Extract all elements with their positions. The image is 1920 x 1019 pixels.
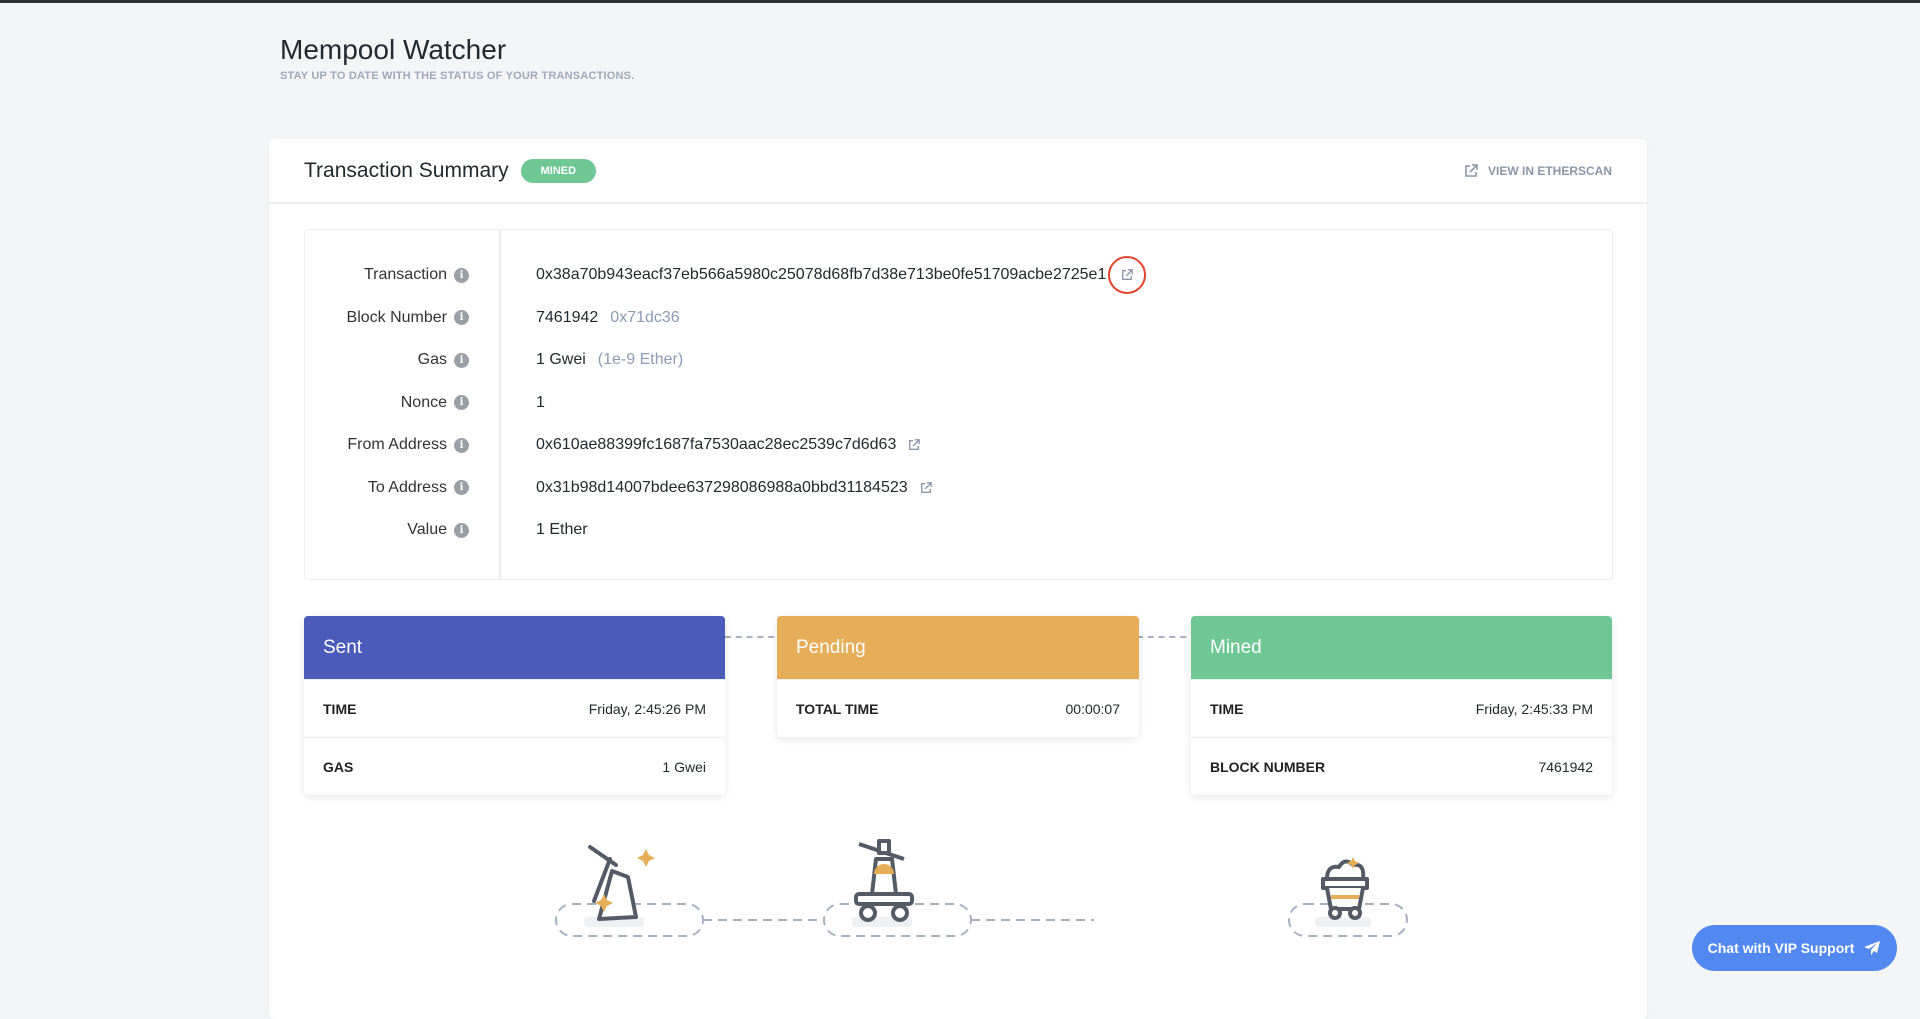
- row-key: TIME: [323, 700, 357, 717]
- detail-value-row: 0x610ae88399fc1687fa7530aac28ec2539c7d6d…: [536, 424, 1146, 467]
- external-link-icon: [1465, 163, 1478, 177]
- page-title: Mempool Watcher: [280, 34, 507, 65]
- detail-extra: (1e-9 Ether): [597, 351, 684, 369]
- stage-row: TOTAL TIME 00:00:07: [777, 679, 1139, 737]
- info-icon[interactable]: i: [454, 480, 469, 496]
- chat-vip-support-button[interactable]: Chat with VIP Support: [1692, 925, 1897, 971]
- detail-label-row: Block Number i: [305, 297, 499, 340]
- row-value: 7461942: [1538, 758, 1593, 775]
- status-badge: MINED: [520, 158, 597, 183]
- row-key: TIME: [1210, 700, 1244, 717]
- info-icon[interactable]: i: [454, 522, 469, 538]
- detail-extra: 0x71dc36: [610, 308, 680, 326]
- pickaxe-rock-icon: [588, 845, 655, 921]
- detail-label: Block Number: [346, 308, 447, 326]
- detail-label-row: To Address i: [305, 467, 499, 510]
- view-in-etherscan-link[interactable]: VIEW IN ETHERSCAN: [1464, 164, 1612, 178]
- connector-pending-mined: [1137, 636, 1197, 638]
- progress-illustration: [555, 839, 1094, 937]
- mine-cart-icon: [1321, 859, 1369, 920]
- detail-value: 7461942: [536, 308, 599, 326]
- stage-card-pending: Pending TOTAL TIME 00:00:07: [777, 616, 1139, 737]
- external-link-icon[interactable]: [1108, 256, 1147, 295]
- stage-card-mined: Mined TIME Friday, 2:45:33 PM BLOCK NUMBE…: [1191, 616, 1612, 795]
- detail-value-row: 1: [536, 382, 1146, 425]
- top-bar: [0, 0, 1920, 3]
- connector-sent-pending: [725, 636, 785, 638]
- detail-label: Value: [407, 521, 447, 539]
- card-header: Transaction Summary MINED VIEW IN ETHERS…: [269, 139, 1647, 204]
- detail-label-row: From Address i: [305, 424, 499, 467]
- transaction-summary-card: Transaction Summary MINED VIEW IN ETHERS…: [269, 139, 1647, 1019]
- stage-header-sent: Sent: [304, 616, 725, 679]
- stage-row: TIME Friday, 2:45:33 PM: [1191, 679, 1612, 737]
- info-icon[interactable]: i: [454, 267, 469, 283]
- stage-header-pending: Pending: [777, 616, 1139, 679]
- bell-cart-icon: [854, 839, 914, 922]
- detail-value: 1 Ether: [536, 521, 588, 539]
- paper-plane-icon: [1864, 941, 1881, 955]
- detail-label-row: Nonce i: [305, 382, 499, 425]
- detail-value-row: 1 Gwei (1e-9 Ether): [536, 339, 1146, 382]
- detail-label: Nonce: [400, 393, 447, 411]
- row-key: TOTAL TIME: [796, 700, 879, 717]
- stage-row: TIME Friday, 2:45:26 PM: [304, 679, 725, 737]
- row-key: BLOCK NUMBER: [1210, 758, 1326, 775]
- external-link-icon[interactable]: [908, 439, 921, 451]
- detail-label-row: Gas i: [305, 339, 499, 382]
- info-icon[interactable]: i: [454, 437, 469, 453]
- row-value: 1 Gwei: [662, 758, 706, 775]
- detail-value-row: 7461942 0x71dc36: [536, 297, 1146, 340]
- detail-value: 1 Gwei: [536, 351, 586, 369]
- detail-value: 0x38a70b943eacf37eb566a5980c25078d68fb7d…: [536, 266, 1107, 284]
- stage-card-sent: Sent TIME Friday, 2:45:26 PM GAS 1 Gwei: [304, 616, 725, 795]
- detail-value: 1: [536, 393, 545, 411]
- detail-label-row: Value i: [305, 509, 499, 552]
- stage-row: BLOCK NUMBER 7461942: [1191, 737, 1612, 795]
- detail-value-row: 0x38a70b943eacf37eb566a5980c25078d68fb7d…: [536, 254, 1147, 297]
- detail-label: Gas: [417, 351, 447, 369]
- stage-header-mined: Mined: [1191, 616, 1612, 679]
- info-icon[interactable]: i: [454, 395, 469, 411]
- detail-label: Transaction: [364, 266, 447, 284]
- row-key: GAS: [323, 758, 354, 775]
- detail-value-row: 1 Ether: [536, 509, 1146, 552]
- external-link-icon[interactable]: [920, 481, 932, 494]
- chat-button-label: Chat with VIP Support: [1707, 940, 1855, 956]
- row-value: 00:00:07: [1065, 700, 1121, 717]
- detail-label: To Address: [367, 478, 447, 496]
- detail-value-row: 0x31b98d14007bdee637298086988a0bbd311845…: [536, 467, 1146, 510]
- row-value: Friday, 2:45:33 PM: [1475, 700, 1593, 717]
- view-in-etherscan-label: VIEW IN ETHERSCAN: [1487, 163, 1612, 178]
- detail-label: From Address: [347, 436, 447, 454]
- stage-row: GAS 1 Gwei: [304, 737, 725, 795]
- info-icon[interactable]: i: [454, 352, 469, 368]
- transaction-details: Transaction i Block Number i Gas i Nonce i From …: [304, 229, 1613, 580]
- page-subtitle: STAY UP TO DATE WITH THE STATUS OF YOUR …: [280, 70, 635, 82]
- detail-value: 0x31b98d14007bdee637298086988a0bbd311845…: [536, 478, 908, 496]
- detail-value: 0x610ae88399fc1687fa7530aac28ec2539c7d6d…: [536, 436, 897, 454]
- row-value: Friday, 2:45:26 PM: [588, 700, 706, 717]
- detail-label-row: Transaction i: [305, 254, 499, 297]
- info-icon[interactable]: i: [454, 310, 469, 326]
- mine-cart-illustration: [1288, 857, 1408, 937]
- card-title: Transaction Summary: [304, 158, 509, 182]
